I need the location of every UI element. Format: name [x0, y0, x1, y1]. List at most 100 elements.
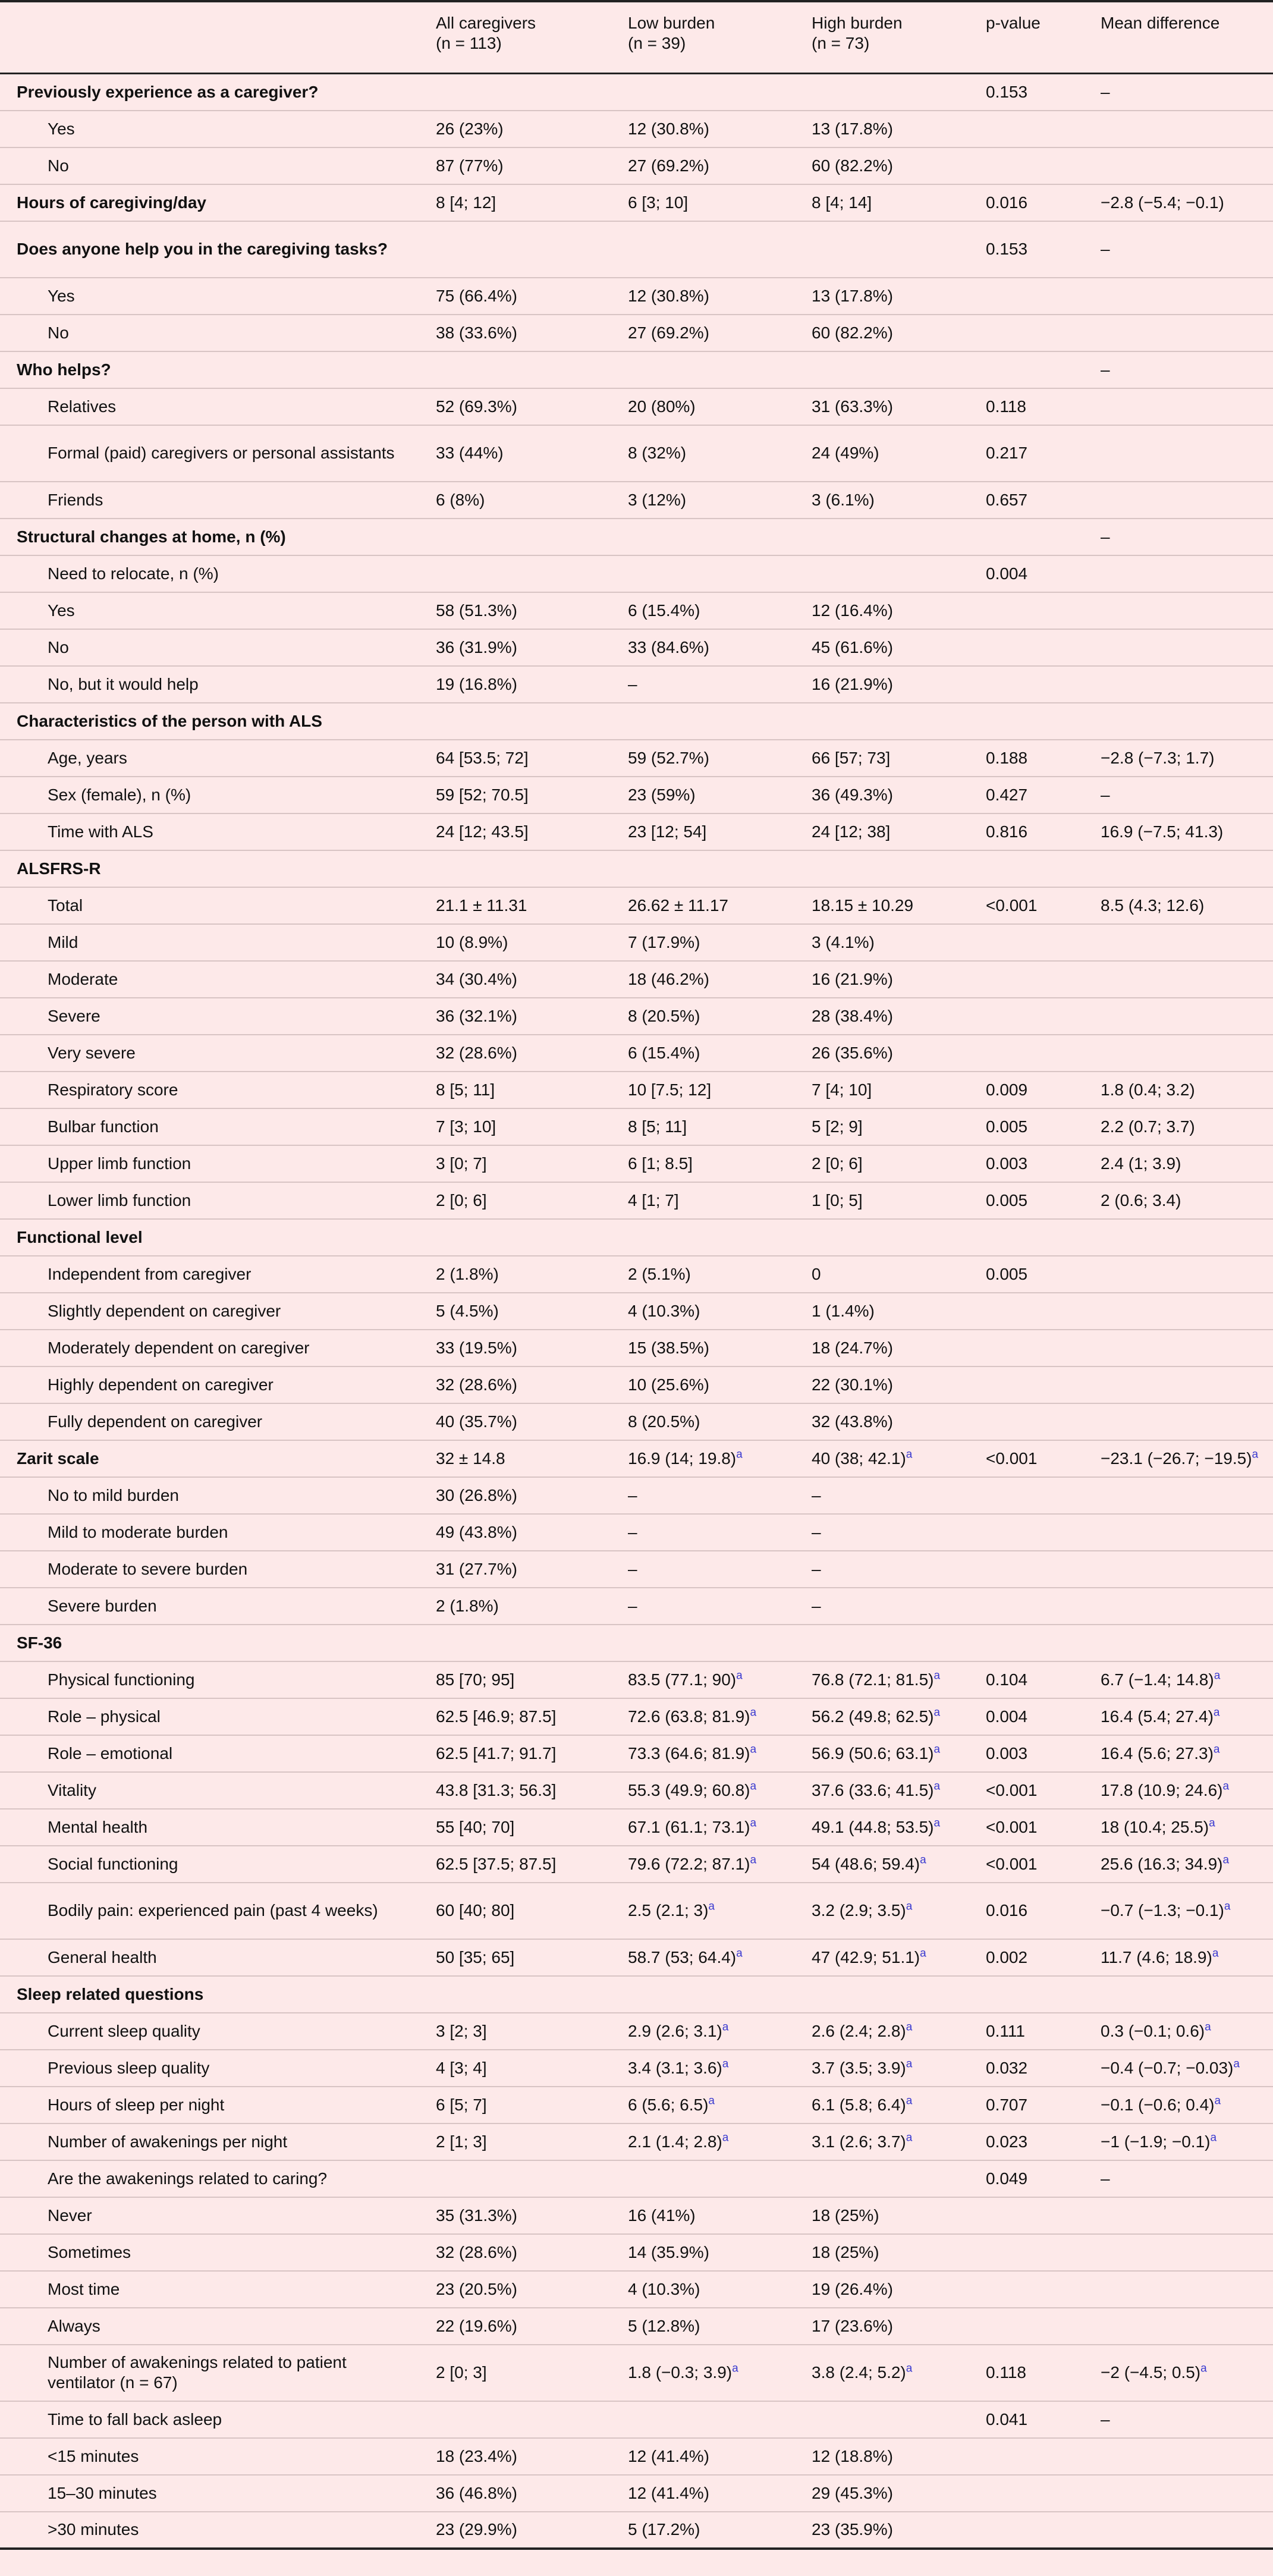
cell: 5 (12.8%) [611, 2307, 795, 2345]
cell: 62.5 [41.7; 91.7] [419, 1735, 611, 1773]
cell [969, 629, 1084, 667]
footnote-mark: a [906, 2362, 913, 2375]
cell: 8 [4; 14] [795, 184, 969, 222]
cell-text: 7 (17.9%) [628, 932, 700, 951]
cell: 2 [0; 3] [419, 2344, 611, 2402]
data-row: Lower limb function 2 [0; 6] 4 [1; 7] 1 [0;… [0, 1182, 1273, 1220]
cell-text: 1 (1.4%) [812, 1301, 875, 1320]
data-row: Hours of sleep per night 6 [5; 7] 6 (5.6; … [0, 2086, 1273, 2124]
cell: Very severe [0, 1034, 419, 1072]
cell: 55 [40; 70] [419, 1808, 611, 1846]
cell-text: 2.5 (2.1; 3) [628, 1901, 709, 1920]
data-row: Physical functioning 85 [70; 95] 83.5 (77.… [0, 1661, 1273, 1699]
cell-text: <0.001 [986, 1780, 1038, 1799]
cell [419, 850, 611, 888]
cell: 19 (16.8%) [419, 665, 611, 703]
cell-text: 58.7 (53; 64.4) [628, 1947, 737, 1966]
cell: 59 [52; 70.5] [419, 776, 611, 814]
cell: 23 (59%) [611, 776, 795, 814]
cell: Friends [0, 481, 419, 519]
cell: 0.016 [969, 184, 1084, 222]
footnote-mark: a [1213, 1706, 1220, 1719]
cell: Who helps? [0, 351, 419, 389]
cell-text: 8 [4; 12] [436, 193, 496, 212]
cell: 17 (23.6%) [795, 2307, 969, 2345]
section-row: Who helps? – [0, 351, 1273, 389]
cell [969, 1550, 1084, 1588]
cell: 19 (26.4%) [795, 2270, 969, 2308]
cell-text: 62.5 [41.7; 91.7] [436, 1743, 557, 1763]
cell-text: 0.003 [986, 1154, 1028, 1173]
cell: Severe [0, 997, 419, 1035]
cell-text: – [812, 1485, 821, 1504]
data-row: Independent from caregiver 2 (1.8%) 2 (5.1… [0, 1255, 1273, 1293]
cell-text: 8 [5; 11] [436, 1080, 495, 1099]
cell: <0.001 [969, 1808, 1084, 1846]
cell: 12 (41.4%) [611, 2474, 795, 2512]
cell-text: 23 (35.9%) [812, 2520, 893, 2539]
cell [795, 73, 969, 111]
cell-text: −0.4 (−0.7; −0.03) [1101, 2058, 1234, 2077]
cell: 3.4 (3.1; 3.6)a [611, 2049, 795, 2087]
cell-text: 22 (30.1%) [812, 1375, 893, 1394]
cell-text: 8 [5; 11] [628, 1117, 687, 1136]
data-row: <15 minutes 18 (23.4%) 12 (41.4%) 12 (18.8%… [0, 2437, 1273, 2476]
cell-text: Zarit scale [17, 1449, 99, 1468]
cell: 16 (21.9%) [795, 960, 969, 998]
cell-text: 58 (51.3%) [436, 601, 517, 620]
cell: −23.1 (−26.7; −19.5)a [1084, 1440, 1273, 1478]
cell: Role – physical [0, 1698, 419, 1736]
cell-text: 24 [12; 38] [812, 822, 891, 841]
cell: 12 (18.8%) [795, 2437, 969, 2476]
cell [1084, 147, 1273, 185]
cell-text: 0.118 [986, 397, 1026, 416]
cell-text: <0.001 [986, 1817, 1038, 1836]
cell: Bulbar function [0, 1108, 419, 1146]
cell-text: 10 (8.9%) [436, 932, 508, 951]
cell-text: −2.8 (−5.4; −0.1) [1101, 193, 1224, 212]
cell-text: 4 (10.3%) [628, 1301, 700, 1320]
cell: 31 (63.3%) [795, 388, 969, 426]
header-cell: All caregivers (n = 113) [419, 1, 611, 74]
cell: Yes [0, 592, 419, 630]
cell-text: <0.001 [986, 1854, 1038, 1873]
cell-text: Current sleep quality [48, 2021, 200, 2040]
cell: Sex (female), n (%) [0, 776, 419, 814]
header-cell: Mean difference [1084, 1, 1273, 74]
cell [1084, 665, 1273, 703]
cell-text: No [48, 323, 69, 342]
cell-text: 18 (24.7%) [812, 1338, 893, 1357]
cell: 15 (38.5%) [611, 1329, 795, 1367]
footnote-mark: a [1222, 1780, 1230, 1793]
cell-text: 0.657 [986, 490, 1028, 509]
cell: Hours of caregiving/day [0, 184, 419, 222]
cell-text: 19 (16.8%) [436, 674, 517, 693]
cell-text: Time to fall back asleep [48, 2409, 222, 2429]
cell: 67.1 (61.1; 73.1)a [611, 1808, 795, 1846]
cell: Respiratory score [0, 1071, 419, 1109]
cell: 12 (16.4%) [795, 592, 969, 630]
cell-text: 3.8 (2.4; 5.2) [812, 2363, 906, 2382]
cell-text: 32 (28.6%) [436, 2242, 517, 2261]
cell [969, 1329, 1084, 1367]
cell: Physical functioning [0, 1661, 419, 1699]
footnote-mark: a [933, 1780, 941, 1793]
cell [969, 1218, 1084, 1256]
cell [1084, 2307, 1273, 2345]
cell-text: Yes [48, 119, 75, 138]
data-row: Number of awakenings per night 2 [1; 3] 2.… [0, 2123, 1273, 2161]
cell: 34 (30.4%) [419, 960, 611, 998]
data-row: Mild 10 (8.9%) 7 (17.9%) 3 (4.1%) [0, 923, 1273, 962]
cell-text: Characteristics of the person with ALS [17, 711, 322, 730]
data-row: No to mild burden 30 (26.8%) – – [0, 1477, 1273, 1515]
cell [969, 1975, 1084, 2013]
cell-text: 49.1 (44.8; 53.5) [812, 1817, 934, 1836]
cell-text: 30 (26.8%) [436, 1485, 517, 1504]
cell-text: Sex (female), n (%) [48, 785, 191, 804]
cell-text: −2 (−4.5; 0.5) [1101, 2363, 1201, 2382]
cell: 12 (30.8%) [611, 277, 795, 315]
cell [611, 1975, 795, 2013]
cell: 6.1 (5.8; 6.4)a [795, 2086, 969, 2124]
cell: – [795, 1477, 969, 1515]
cell: – [1084, 73, 1273, 111]
